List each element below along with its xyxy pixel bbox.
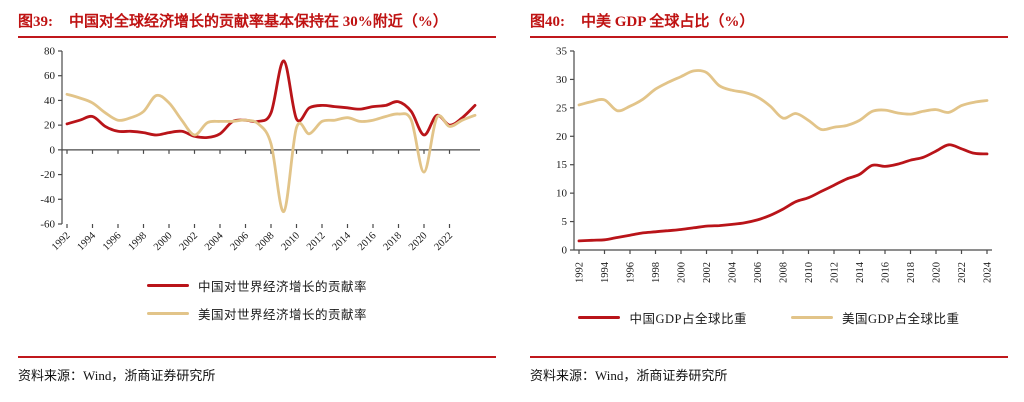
- series-line-1: [577, 69, 989, 132]
- svg-text:35: 35: [556, 46, 568, 58]
- legend-item: 中国对世界经济增长的贡献率: [146, 276, 367, 295]
- figure-39-header: 图39: 中国对全球经济增长的贡献率基本保持在 30%附近（%）: [18, 8, 496, 38]
- figure-39-panel: 图39: 中国对全球经济增长的贡献率基本保持在 30%附近（%） -60 -40 -…: [18, 8, 496, 384]
- svg-text:1994: 1994: [75, 230, 98, 253]
- svg-text:1996: 1996: [626, 262, 637, 283]
- svg-text:2010: 2010: [279, 230, 302, 253]
- svg-text:2012: 2012: [830, 262, 841, 283]
- series-line-0: [577, 143, 989, 243]
- svg-text:2006: 2006: [228, 230, 251, 253]
- legend-label: 美国GDP占全球比重: [842, 312, 960, 326]
- svg-text:2004: 2004: [728, 261, 739, 283]
- svg-text:2018: 2018: [381, 230, 404, 253]
- source-note: 资料来源：Wind，浙商证券研究所: [530, 368, 728, 383]
- legend-item: 中国GDP占全球比重: [578, 308, 747, 327]
- svg-text:1992: 1992: [575, 262, 586, 283]
- svg-text:2016: 2016: [881, 262, 892, 283]
- legend-label: 中国对世界经济增长的贡献率: [197, 280, 367, 294]
- series-line-0: [65, 59, 477, 140]
- svg-text:2022: 2022: [957, 262, 968, 283]
- source-note: 资料来源：Wind，浙商证券研究所: [18, 368, 216, 383]
- svg-text:2014: 2014: [855, 261, 866, 283]
- figure-40-number: 图40:: [530, 14, 565, 30]
- svg-text:1994: 1994: [600, 261, 611, 283]
- svg-text:60: 60: [44, 70, 56, 82]
- svg-text:2004: 2004: [203, 230, 226, 253]
- svg-text:0: 0: [50, 144, 56, 156]
- figure-40-source: 资料来源：Wind，浙商证券研究所: [530, 356, 1008, 384]
- figure-40-legend: 中国GDP占全球比重 美国GDP占全球比重: [530, 308, 1008, 327]
- svg-text:20: 20: [44, 120, 56, 132]
- svg-text:2006: 2006: [753, 262, 764, 283]
- svg-text:2018: 2018: [906, 262, 917, 283]
- legend-item: 美国GDP占全球比重: [791, 308, 960, 327]
- svg-text:2012: 2012: [305, 230, 328, 253]
- axes: [570, 50, 992, 254]
- svg-text:10: 10: [556, 188, 568, 200]
- svg-text:2002: 2002: [177, 230, 200, 253]
- svg-text:5: 5: [562, 216, 568, 228]
- svg-text:30: 30: [556, 74, 568, 86]
- svg-text:2008: 2008: [779, 262, 790, 283]
- svg-text:2022: 2022: [432, 230, 455, 253]
- svg-text:-60: -60: [40, 219, 55, 231]
- legend-label: 美国对世界经济增长的贡献率: [197, 308, 367, 322]
- svg-text:2020: 2020: [932, 262, 943, 283]
- figure-39-source: 资料来源：Wind，浙商证券研究所: [18, 356, 496, 384]
- svg-text:2002: 2002: [702, 262, 713, 283]
- svg-text:1992: 1992: [50, 230, 73, 253]
- legend-label: 中国GDP占全球比重: [629, 312, 747, 326]
- figure-39-title: 中国对全球经济增长的贡献率基本保持在 30%附近（%）: [69, 14, 448, 30]
- figure-40-panel: 图40: 中美 GDP 全球占比（%） 0 5 10 15 20 25 30 35 1992 19…: [530, 8, 1008, 384]
- svg-text:2024: 2024: [983, 261, 994, 283]
- svg-text:2014: 2014: [330, 230, 353, 253]
- figure-39-legend: 中国对世界经济增长的贡献率 美国对世界经济增长的贡献率: [146, 276, 367, 323]
- figure-39-chart-area: -60 -40 -20 0 20 40 60 80 1992 1994 1996 1998 2000 20…: [18, 42, 496, 268]
- series-line-1: [65, 92, 477, 214]
- svg-text:20: 20: [556, 131, 568, 143]
- figure-39-number: 图39:: [18, 14, 53, 30]
- svg-text:1996: 1996: [101, 230, 124, 253]
- svg-text:80: 80: [44, 46, 56, 58]
- svg-text:1998: 1998: [651, 262, 662, 283]
- svg-text:40: 40: [44, 95, 56, 107]
- svg-text:2016: 2016: [356, 230, 379, 253]
- legend-line-swatch: [146, 284, 189, 287]
- svg-text:15: 15: [556, 159, 568, 171]
- figure-40-chart-area: 0 5 10 15 20 25 30 35 1992 1994 1996 1998 2000 2002 20…: [530, 42, 1008, 302]
- legend-item: 美国对世界经济增长的贡献率: [146, 304, 367, 323]
- legend-line-swatch: [791, 316, 833, 319]
- svg-text:-20: -20: [40, 169, 55, 181]
- svg-text:-40: -40: [40, 194, 55, 206]
- legend-line-swatch: [578, 316, 621, 319]
- svg-text:0: 0: [562, 245, 568, 257]
- legend-line-swatch: [146, 312, 189, 315]
- svg-text:2020: 2020: [407, 230, 430, 253]
- axis-labels: 0 5 10 15 20 25 30 35 1992 1994 1996 1998 2000 2002 20…: [556, 46, 994, 284]
- svg-text:2000: 2000: [677, 262, 688, 283]
- svg-text:1998: 1998: [126, 230, 149, 253]
- svg-text:2000: 2000: [152, 230, 175, 253]
- svg-text:2010: 2010: [804, 262, 815, 283]
- svg-text:2008: 2008: [254, 230, 277, 253]
- svg-text:25: 25: [556, 102, 568, 114]
- figure-40-header: 图40: 中美 GDP 全球占比（%）: [530, 8, 1008, 38]
- gdp-share-line-chart: 0 5 10 15 20 25 30 35 1992 1994 1996 1998 2000 2002 20…: [556, 46, 994, 284]
- figure-40-title: 中美 GDP 全球占比（%）: [581, 14, 755, 30]
